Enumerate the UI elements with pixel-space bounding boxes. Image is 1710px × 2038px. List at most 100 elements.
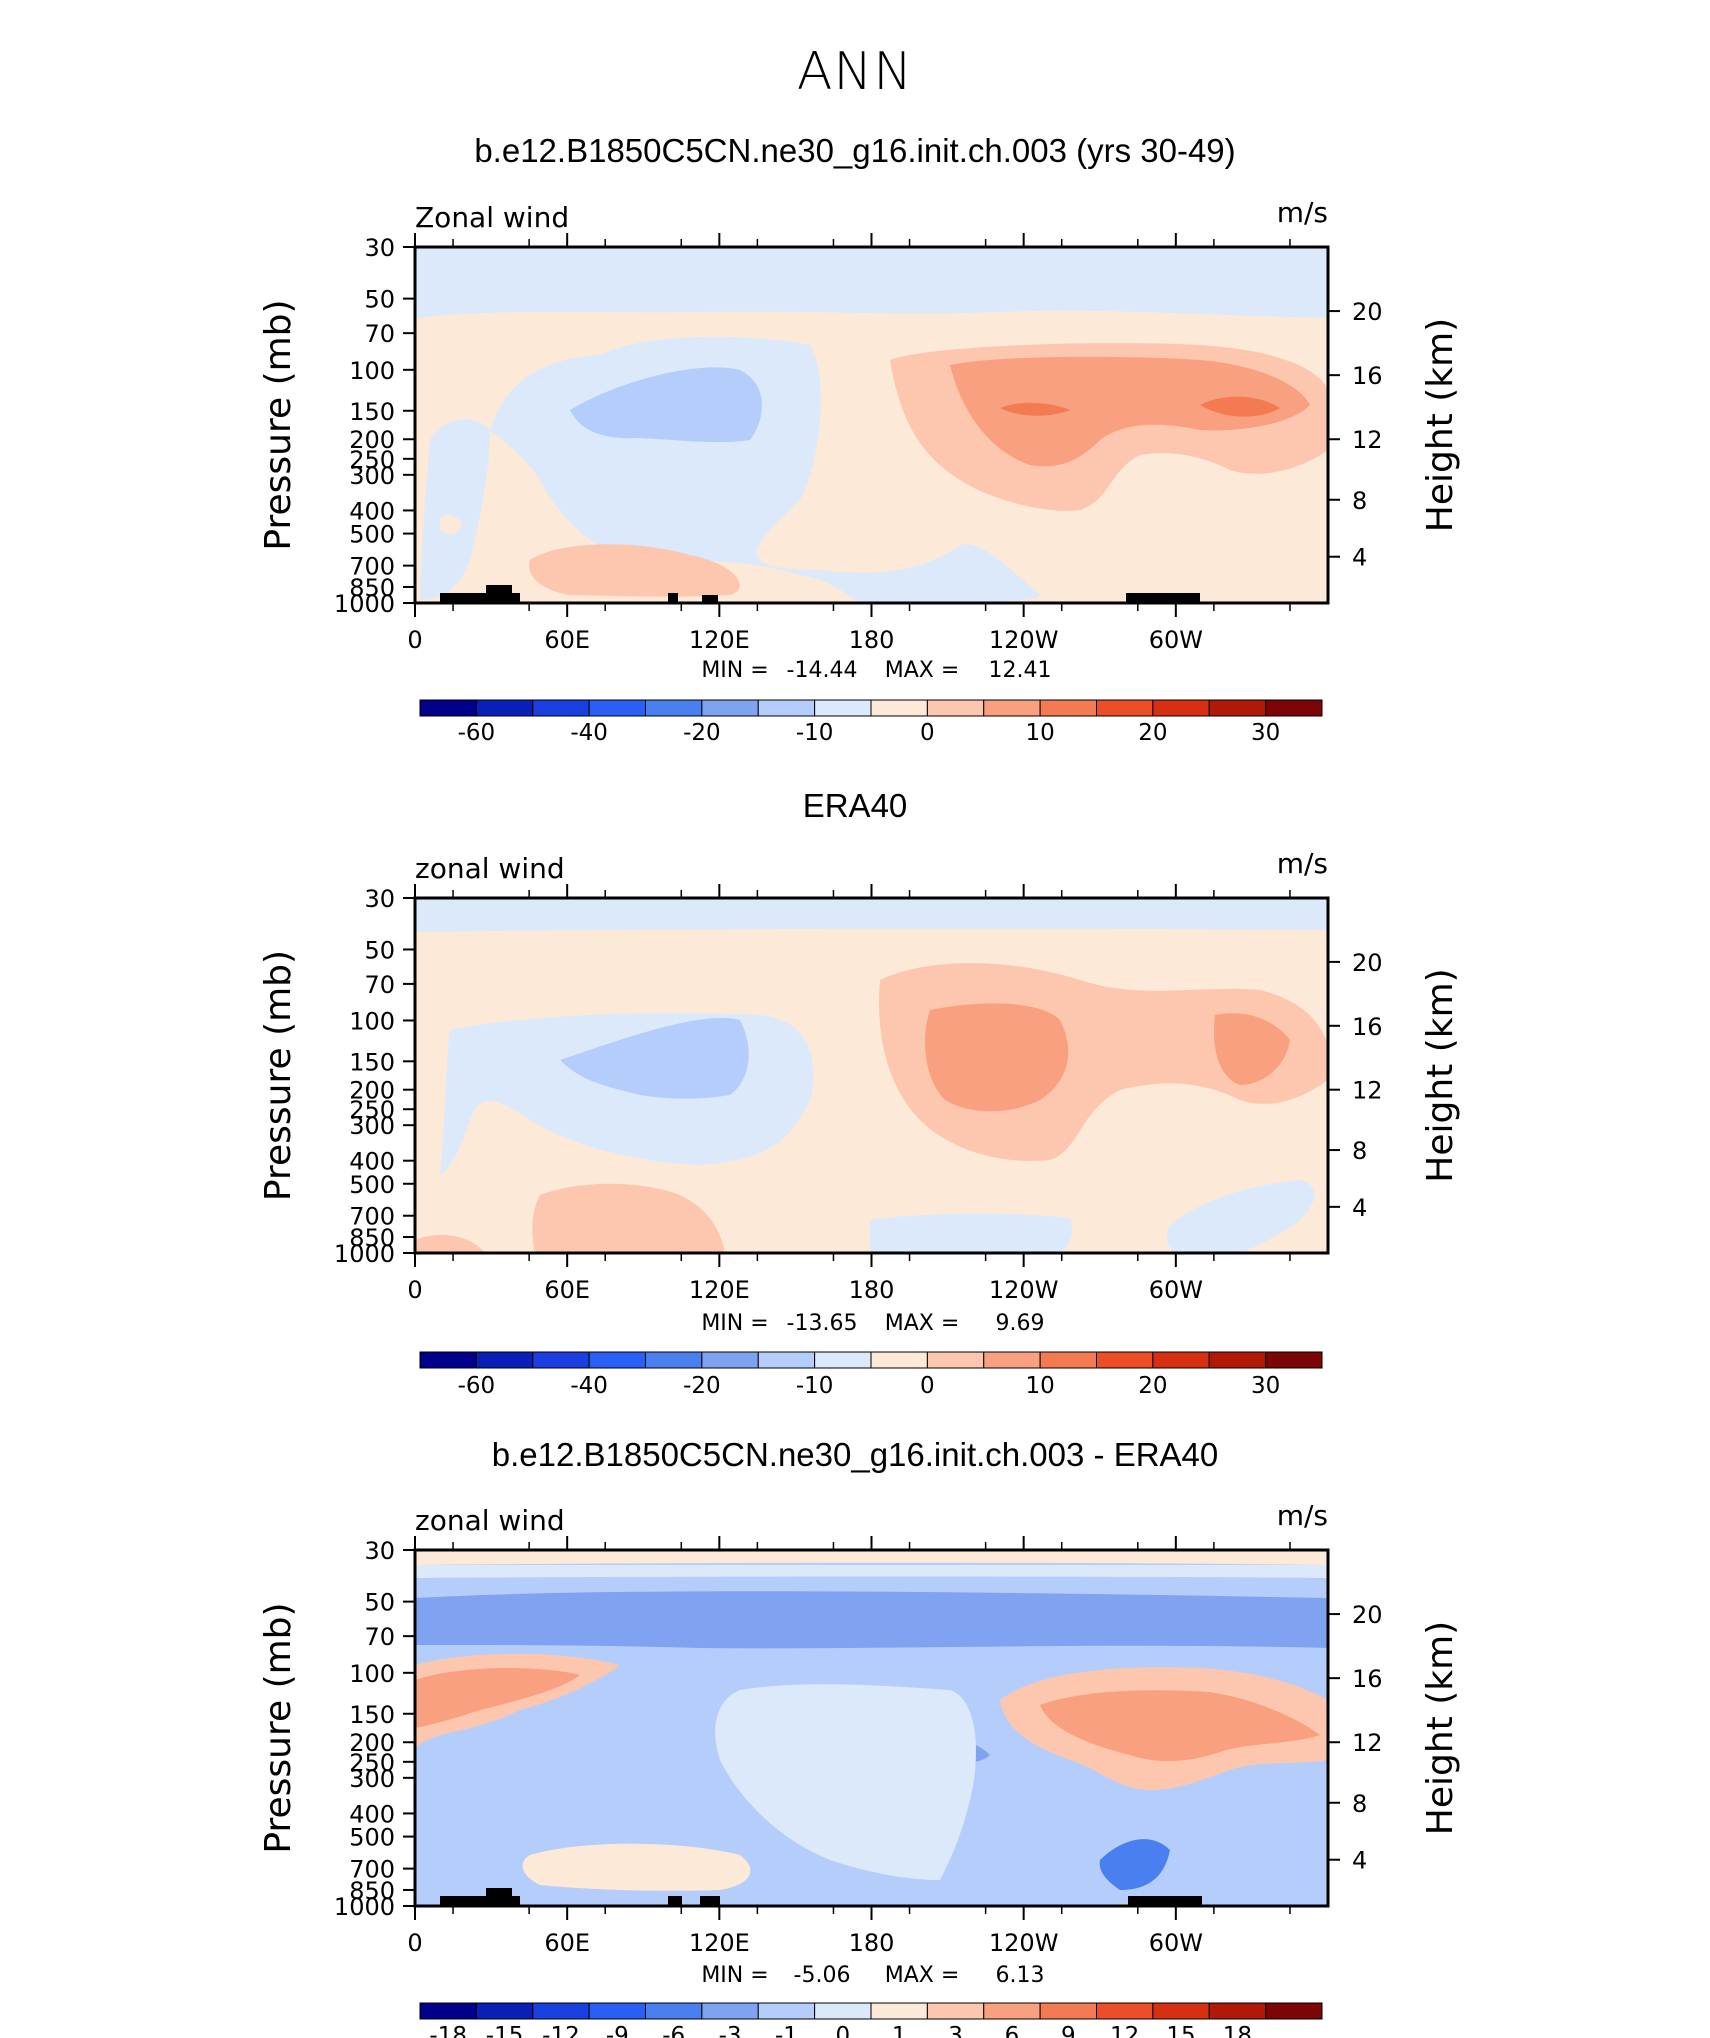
colorbar-swatch [870, 699, 928, 717]
min-value: -13.65 [787, 1311, 858, 1336]
xtick-label: 0 [407, 1276, 422, 1304]
max-value: 12.41 [989, 658, 1052, 683]
low-level-westerly [532, 1183, 725, 1253]
colorbar-swatch [1152, 2002, 1210, 2020]
low-level-westerly [529, 544, 740, 597]
terrain-blocks-1 [440, 585, 1200, 603]
colorbar-swatch [1152, 1351, 1210, 1369]
xtick-label: 60E [544, 1276, 590, 1304]
colorbar-swatch [1208, 2002, 1267, 2020]
colorbar-swatch [814, 2002, 872, 2020]
ytick-label: 500 [349, 1824, 395, 1852]
colorbar-swatch [1152, 699, 1210, 717]
colorbar-swatch [701, 699, 759, 717]
ytick-label: 150 [349, 1048, 395, 1076]
colorbar-swatch [870, 1351, 928, 1369]
colorbar-swatch [926, 699, 985, 717]
ytick-label: 50 [364, 1589, 395, 1617]
colorbar-swatch [532, 699, 590, 717]
max-value: 6.13 [996, 1963, 1045, 1988]
colorbar-label: 30 [1251, 720, 1280, 746]
colorbar-swatch [588, 2002, 646, 2020]
westerly-jet-core-a [925, 1003, 1069, 1112]
colorbar-swatch [757, 2002, 816, 2020]
units-label-3: m/s [1277, 1499, 1328, 1532]
xtick-label: 60E [544, 1929, 590, 1957]
ytick-label: 70 [364, 971, 395, 999]
ytick-right-label: 4 [1352, 1194, 1367, 1222]
colorbar-swatch [588, 1351, 646, 1369]
colorbar-label: 12 [1110, 2023, 1139, 2038]
colorbar-label: -60 [458, 720, 496, 746]
colorbar-swatch [475, 2002, 534, 2020]
colorbar-label: 3 [948, 2023, 963, 2038]
stratosphere-easterly [415, 898, 1328, 932]
colorbar-swatch [645, 1351, 703, 1369]
top-positive-band [415, 1550, 1328, 1565]
colorbar-label: -60 [458, 1373, 496, 1399]
xtick-label: 60E [544, 626, 590, 654]
ylabel-right-3: Height (km) [1420, 1621, 1461, 1835]
colorbar-swatch [1265, 1351, 1323, 1369]
top-negative-band [415, 1565, 1328, 1578]
ylabel-1: Pressure (mb) [258, 299, 299, 550]
stratosphere-easterly [415, 247, 1328, 318]
colorbar-swatch [814, 1351, 872, 1369]
colorbar-label: -10 [796, 1373, 834, 1399]
colorbar-label: 30 [1251, 1373, 1280, 1399]
ylabel-3: Pressure (mb) [258, 1602, 299, 1853]
ylabel-right-1: Height (km) [1420, 318, 1461, 532]
westerly-jet-core-a [1000, 402, 1070, 416]
min-value: -5.06 [794, 1963, 851, 1988]
units-label-1: m/s [1277, 196, 1328, 229]
colorbar-swatch [475, 699, 534, 717]
ytick-label: 250 [349, 446, 395, 474]
colorbar-label: -20 [683, 720, 721, 746]
colorbar-label: 15 [1166, 2023, 1195, 2038]
colorbar-label: 18 [1223, 2023, 1252, 2038]
ytick-label: 250 [349, 1749, 395, 1777]
colorbar-swatch [1096, 1351, 1154, 1369]
colorbar-label: 1 [892, 2023, 907, 2038]
contour-field-2 [415, 898, 1328, 1253]
ytick-label: 1000 [334, 1240, 395, 1268]
left-label-2: zonal wind [415, 852, 565, 885]
colorbar-swatch [1096, 2002, 1154, 2020]
positive-core-east [1040, 1690, 1320, 1762]
xtick-label: 60W [1149, 1929, 1203, 1957]
colorbar-swatch [926, 1351, 985, 1369]
colorbar-label: -6 [662, 2023, 685, 2038]
colorbar-label: 20 [1138, 720, 1167, 746]
colorbar-swatch [870, 2002, 928, 2020]
ytick-label: 700 [349, 1203, 395, 1231]
easterly-core [570, 367, 762, 443]
colorbar-swatch [1039, 699, 1097, 717]
left-label-3: zonal wind [415, 1504, 565, 1537]
ytick-right-label: 20 [1352, 298, 1383, 326]
colorbar-label: 0 [920, 1373, 935, 1399]
left-label-1: Zonal wind [415, 201, 569, 234]
westerly-jet-core-b [1214, 1013, 1290, 1085]
colorbar-swatch [588, 699, 646, 717]
colorbar-swatch [701, 2002, 759, 2020]
max-label: MAX = [885, 1963, 960, 1988]
xtick-label: 180 [849, 1276, 895, 1304]
ytick-label: 200 [349, 426, 395, 454]
colorbar-swatch [926, 2002, 985, 2020]
colorbar-swatch [645, 2002, 703, 2020]
colorbar-swatch [1265, 2002, 1323, 2020]
ytick-label: 400 [349, 1148, 395, 1176]
low-level-positive [522, 1843, 751, 1891]
ytick-label: 700 [349, 1856, 395, 1884]
ytick-label: 300 [349, 1112, 395, 1140]
min-label: MIN = [701, 1311, 768, 1336]
ytick-right-label: 16 [1352, 362, 1383, 390]
ytick-label: 1000 [334, 590, 395, 618]
colorbar-label: -20 [683, 1373, 721, 1399]
xtick-label: 120E [689, 1276, 750, 1304]
colorbar-swatch [419, 699, 477, 717]
ytick-label: 200 [349, 1077, 395, 1105]
ytick-label: 850 [349, 1224, 395, 1252]
